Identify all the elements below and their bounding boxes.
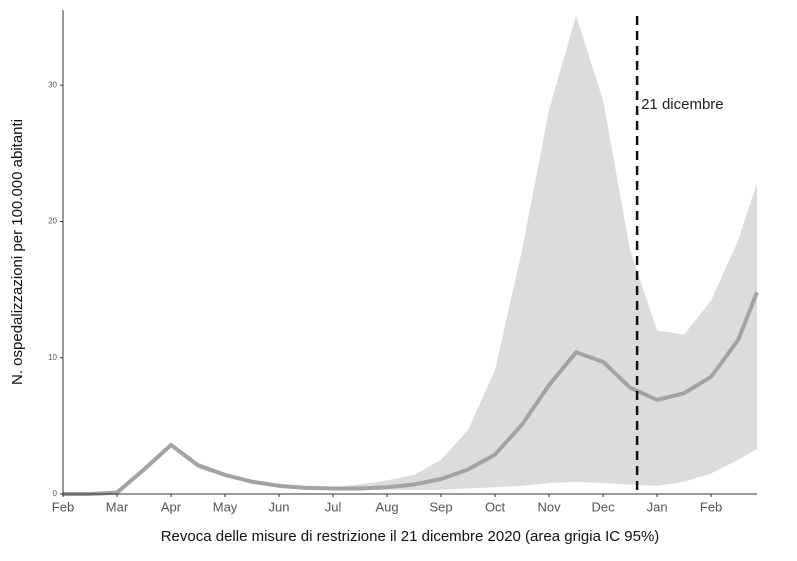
x-tick-label: Dec [592, 499, 616, 514]
event-label: 21 dicembre [641, 96, 724, 113]
trend-line [63, 291, 759, 496]
x-tick-label: Aug [375, 499, 398, 514]
x-tick-label: Jun [269, 499, 290, 514]
x-axis-title: Revoca delle misure di restrizione il 21… [161, 528, 660, 545]
x-tick-label: Jul [325, 499, 342, 514]
x-tick-label: Sep [429, 499, 452, 514]
x-tick-label: Oct [485, 499, 506, 514]
y-axis-title: N. ospedalizzazioni per 100.000 abitanti [9, 119, 26, 385]
x-tick-label: Apr [161, 499, 182, 514]
y-tick-label: 20 [48, 217, 57, 226]
x-tick-label: Nov [538, 499, 562, 514]
x-tick-label: Jan [647, 499, 668, 514]
y-tick-label: 10 [48, 353, 57, 362]
y-tick-label: 30 [48, 80, 57, 89]
x-tick-label: Feb [700, 499, 722, 514]
confidence-band [63, 15, 757, 494]
y-tick-label: 0 [53, 489, 58, 498]
x-tick-label: Mar [106, 499, 129, 514]
x-tick-label: May [213, 499, 238, 514]
x-tick-label: Feb [52, 499, 74, 514]
